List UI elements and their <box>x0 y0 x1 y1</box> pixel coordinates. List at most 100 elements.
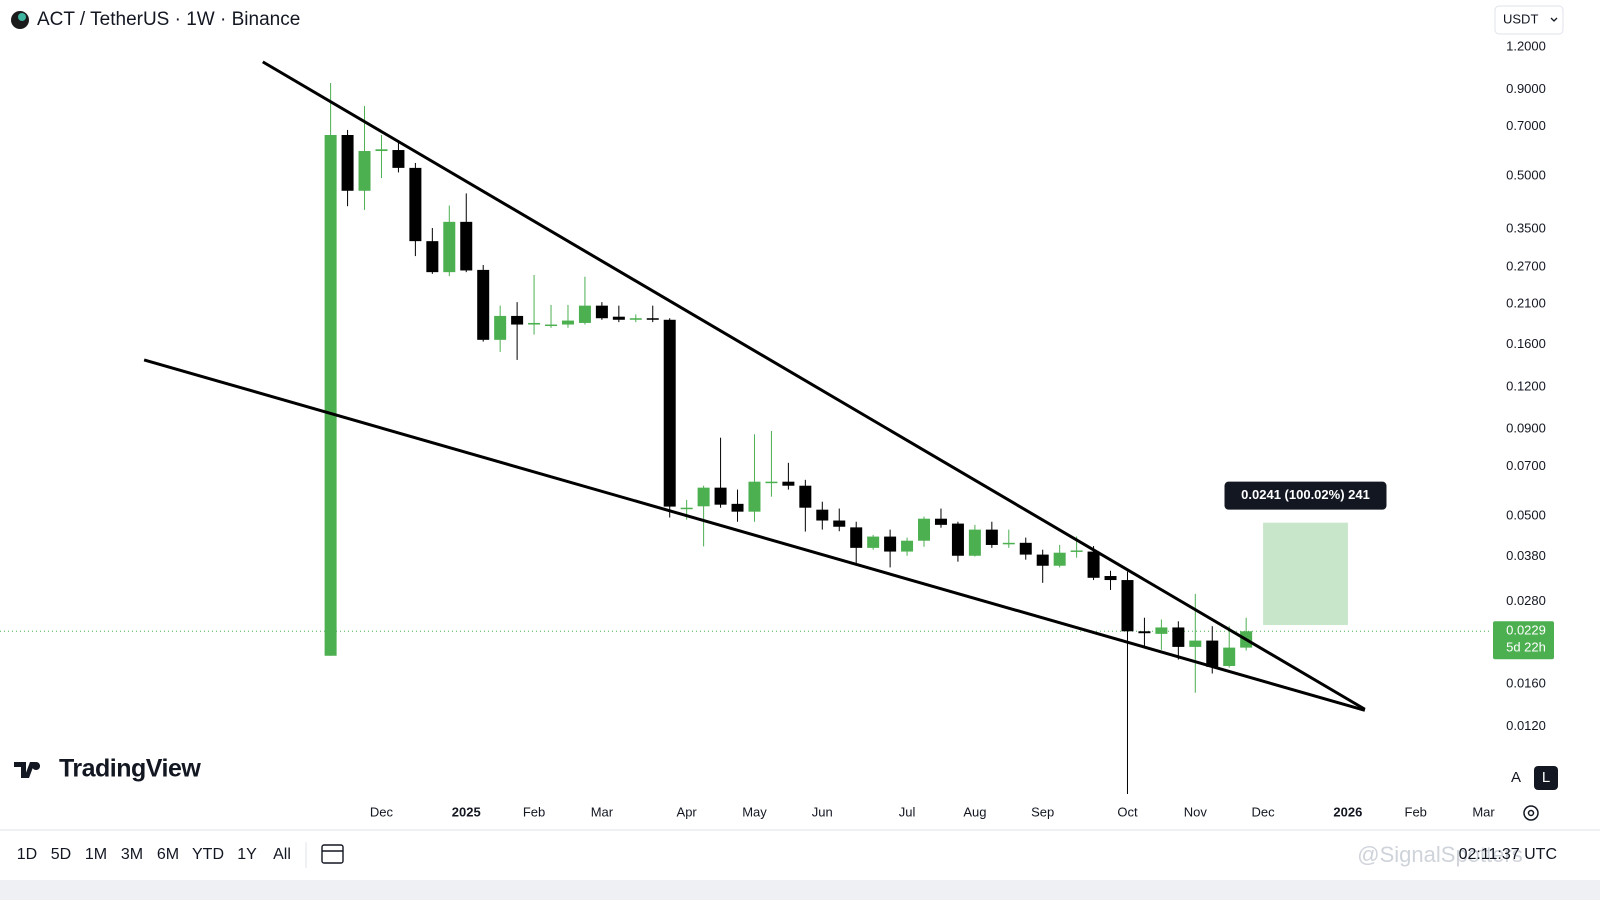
range-button[interactable]: 1D <box>17 846 37 863</box>
x-tick-label: Feb <box>1405 804 1427 819</box>
candle-body <box>629 318 642 320</box>
candle-body <box>680 507 693 510</box>
bottom-strip <box>0 880 1600 900</box>
candle-body <box>375 149 388 152</box>
candle-body <box>1053 552 1066 566</box>
range-button[interactable]: 3M <box>121 846 143 863</box>
watermark: @SignalSpotters <box>1357 842 1522 867</box>
range-button[interactable]: 1M <box>85 846 107 863</box>
candle-body <box>426 241 439 273</box>
candle-body <box>934 518 947 525</box>
candle-body <box>1104 576 1117 581</box>
y-tick-label: 0.5000 <box>1506 168 1546 183</box>
measure-label-bg <box>1224 481 1387 510</box>
candle-body <box>714 487 727 505</box>
last-price-badge <box>1493 621 1554 660</box>
candle-body <box>578 305 591 323</box>
auto-scale-button[interactable]: A <box>1511 769 1521 786</box>
x-tick-label: 2026 <box>1333 804 1362 819</box>
measure-label: 0.0241 (100.02%) 241 <box>1241 487 1370 502</box>
candle-body <box>443 221 456 273</box>
candle-body <box>1019 542 1032 555</box>
candle-body <box>782 481 795 486</box>
candle-body <box>1155 627 1168 634</box>
y-tick-label: 0.0380 <box>1506 548 1546 563</box>
candle-body <box>409 167 422 242</box>
candle-body <box>595 305 608 319</box>
countdown: 5d 22h <box>1506 640 1546 655</box>
candle-body <box>460 221 473 271</box>
candle-body <box>816 509 829 521</box>
x-tick-label: Aug <box>963 804 986 819</box>
range-button[interactable]: YTD <box>192 846 224 863</box>
log-scale-button[interactable]: L <box>1542 769 1550 786</box>
x-tick-label: Sep <box>1031 804 1054 819</box>
y-tick-label: 0.2100 <box>1506 296 1546 311</box>
y-tick-label: 0.0160 <box>1506 676 1546 691</box>
candle-body <box>697 487 710 507</box>
measure-box <box>1263 522 1348 625</box>
range-button[interactable]: 1Y <box>237 846 257 863</box>
candle-body <box>358 151 371 191</box>
candle-body <box>1070 550 1083 552</box>
trendline <box>143 358 1366 712</box>
currency-label[interactable]: USDT <box>1503 11 1538 26</box>
candle-body <box>545 324 558 327</box>
candle-body <box>324 135 337 656</box>
candle-body <box>765 481 778 484</box>
candle-body <box>561 320 574 325</box>
log-scale-button-bg[interactable] <box>1534 766 1558 790</box>
candle-body <box>850 527 863 548</box>
candle-body <box>867 536 880 548</box>
x-tick-label: Jun <box>812 804 833 819</box>
candle-body <box>1206 640 1219 667</box>
y-tick-label: 0.0280 <box>1506 593 1546 608</box>
candle-body <box>511 315 524 325</box>
x-tick-label: Oct <box>1117 804 1138 819</box>
x-tick-label: Dec <box>1252 804 1276 819</box>
x-tick-label: Dec <box>370 804 394 819</box>
x-tick-label: Apr <box>677 804 698 819</box>
candle-body <box>392 150 405 168</box>
y-tick-label: 0.2700 <box>1506 259 1546 274</box>
dropdown-caret <box>1550 17 1558 22</box>
candle-body <box>646 318 659 320</box>
settings-icon[interactable] <box>1523 805 1539 821</box>
candle-body <box>341 135 354 191</box>
candle-body <box>884 536 897 552</box>
y-tick-label: 0.0900 <box>1506 421 1546 436</box>
symbol-logo-dot <box>18 13 26 21</box>
range-bar: 1D 5D 1M 3M 6M YTD 1Y All <box>17 846 291 863</box>
candle-body <box>612 316 625 320</box>
range-button[interactable]: All <box>273 846 291 863</box>
y-tick-label: 0.0120 <box>1506 718 1546 733</box>
tv-icon <box>14 762 41 778</box>
candle-body <box>1002 542 1015 545</box>
candle-body <box>1138 631 1151 634</box>
x-tick-label: 2025 <box>452 804 481 819</box>
candle-body <box>1121 580 1134 632</box>
candle-body <box>1223 647 1236 666</box>
currency-select[interactable] <box>1494 5 1564 35</box>
x-tick-label: May <box>742 804 767 819</box>
y-tick-label: 0.0500 <box>1506 507 1546 522</box>
candle-body <box>951 523 964 556</box>
y-tick-label: 0.1200 <box>1506 378 1546 393</box>
candle-body <box>918 518 931 541</box>
x-tick-label: Feb <box>523 804 545 819</box>
candle-body <box>494 315 507 340</box>
candle-body <box>1172 627 1185 647</box>
symbol-title: ACT / TetherUS · 1W · Binance <box>37 9 300 30</box>
clock: 02:11:37 UTC <box>1459 846 1557 863</box>
tv-logo: TradingView <box>59 755 201 783</box>
x-tick-label: Nov <box>1184 804 1208 819</box>
range-button[interactable]: 5D <box>51 846 71 863</box>
y-tick-label: 0.3500 <box>1506 220 1546 235</box>
y-tick-label: 1.2000 <box>1506 38 1546 53</box>
candle-body <box>985 529 998 545</box>
calendar-icon[interactable] <box>321 844 344 864</box>
range-button[interactable]: 6M <box>157 846 179 863</box>
